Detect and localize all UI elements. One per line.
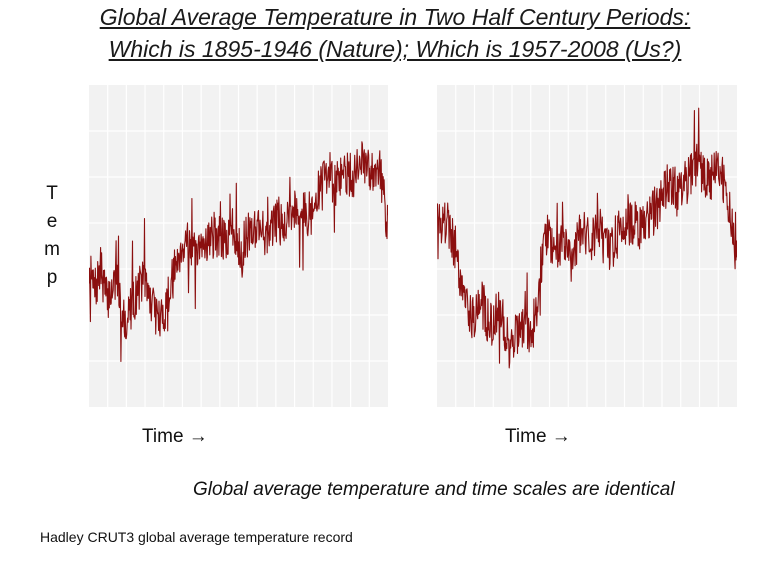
chart-right-svg [437,85,737,407]
chart-left [89,85,388,407]
title-line-1: Global Average Temperature in Two Half C… [99,4,691,30]
source-note: Hadley CRUT3 global average temperature … [40,529,353,545]
caption-note: Global average temperature and time scal… [193,479,675,500]
temperature-series-line [437,107,737,369]
chart-left-svg [89,85,388,407]
title-line-2: Which is 1895-1946 (Nature); Which is 19… [108,36,682,62]
x-axis-label-left: Time → [142,426,208,447]
y-axis-label: T e m p [43,180,61,292]
chart-right [437,85,737,407]
temperature-series-line [89,141,388,363]
x-axis-label-right: Time → [505,426,571,447]
y-axis-letter: e [46,211,58,232]
y-axis-letter: T [46,183,58,204]
y-axis-letter: m [44,239,60,260]
y-axis-letter: p [46,267,58,288]
